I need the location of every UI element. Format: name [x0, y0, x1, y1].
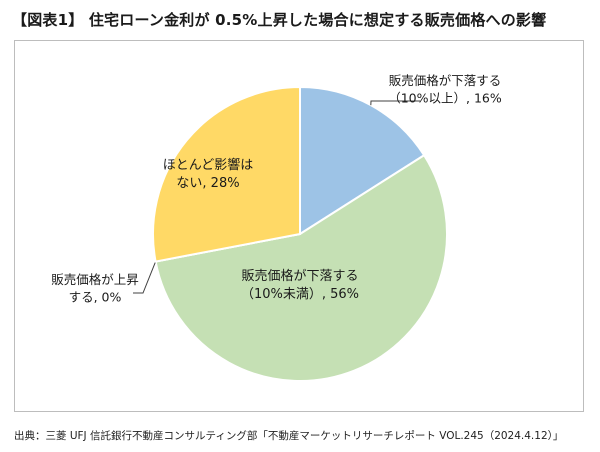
pie-slice [154, 153, 448, 382]
slice-label: 販売価格が下落する （10%以上）, 16% [388, 73, 502, 106]
slice-label-line: する, 0% [69, 290, 122, 305]
slice-label-line: （10%未満）, 56% [241, 287, 359, 302]
slice-label-line: ない, 28% [176, 176, 239, 191]
slice-label: 販売価格が下落する （10%未満）, 56% [241, 268, 359, 302]
chart-title: 【図表1】 住宅ローン金利が 0.5%上昇した場合に想定する販売価格への影響 [12, 11, 547, 29]
label-leader-line [370, 100, 420, 106]
pie-slice [152, 85, 301, 263]
slice-label-line: 販売価格が下落する [389, 73, 502, 88]
slice-label: 販売価格が上昇する, 0% [51, 272, 139, 305]
chart-frame: 販売価格が下落する （10%以上）, 16% 販売価格が下落する （10%未満）, 5… [14, 40, 584, 412]
slice-label-line: 販売価格が上昇 [51, 272, 139, 287]
slice-label: ほとんど影響はない, 28% [163, 157, 254, 191]
slice-label-line: ほとんど影響は [163, 157, 254, 173]
pie-slice [299, 85, 426, 236]
slice-label-line: 販売価格が下落する [241, 268, 358, 284]
source-note: 出典：三菱 UFJ 信託銀行不動産コンサルティング部「不動産マーケットリサーチレ… [14, 430, 564, 442]
label-leader-line [133, 261, 157, 294]
pie-chart: 販売価格が下落する （10%以上）, 16% 販売価格が下落する （10%未満）, 5… [51, 73, 502, 382]
slice-label-line: （10%以上）, 16% [388, 91, 502, 106]
